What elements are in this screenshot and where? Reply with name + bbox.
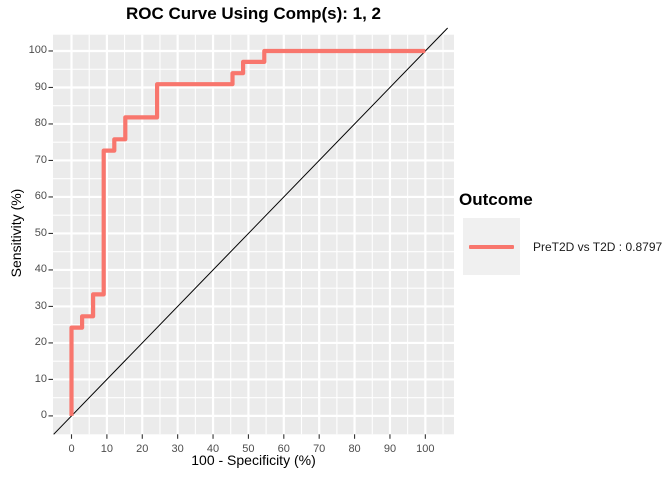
x-tick-label: 70 <box>313 443 326 455</box>
y-tick-label: 50 <box>34 226 47 239</box>
y-tick-label: 20 <box>34 336 47 349</box>
legend-key-swatch <box>463 218 520 275</box>
major-gridlines <box>53 34 454 435</box>
x-tick-label: 0 <box>68 443 75 455</box>
y-tick-label: 70 <box>34 153 47 166</box>
y-tick-label: 80 <box>34 117 47 130</box>
legend-entry-label: PreT2D vs T2D : 0.8797 <box>533 239 663 254</box>
legend: PreT2D vs T2D : 0.8797 <box>463 218 662 279</box>
y-tick-label: 100 <box>28 44 47 57</box>
legend-title: Outcome <box>459 190 533 209</box>
x-tick-label: 80 <box>348 443 361 455</box>
x-tick-label: 30 <box>171 443 184 455</box>
y-tick-label: 60 <box>34 190 47 203</box>
y-tick-label: 0 <box>40 409 47 422</box>
axis-tick-marks <box>48 50 426 439</box>
reference-diagonal-line <box>53 27 448 435</box>
x-tick-label: 90 <box>383 443 397 455</box>
y-tick-label: 30 <box>34 299 47 312</box>
x-axis-title: 100 - Specificity (%) <box>191 452 316 468</box>
legend-key-line-icon <box>469 244 514 249</box>
legend-entry: PreT2D vs T2D : 0.8797 <box>463 218 662 275</box>
x-tick-label: 10 <box>100 443 113 455</box>
y-tick-label: 90 <box>34 80 47 93</box>
roc-curve-line <box>69 48 426 416</box>
y-tick-label: 10 <box>34 372 47 385</box>
x-tick-label: 100 <box>416 443 435 455</box>
x-tick-label: 40 <box>206 443 220 455</box>
x-tick-label: 60 <box>277 443 290 455</box>
x-tick-label: 20 <box>136 443 149 455</box>
y-tick-label: 40 <box>34 263 47 276</box>
plot-title: ROC Curve Using Comp(s): 1, 2 <box>125 4 382 23</box>
x-tick-label: 50 <box>242 443 255 455</box>
